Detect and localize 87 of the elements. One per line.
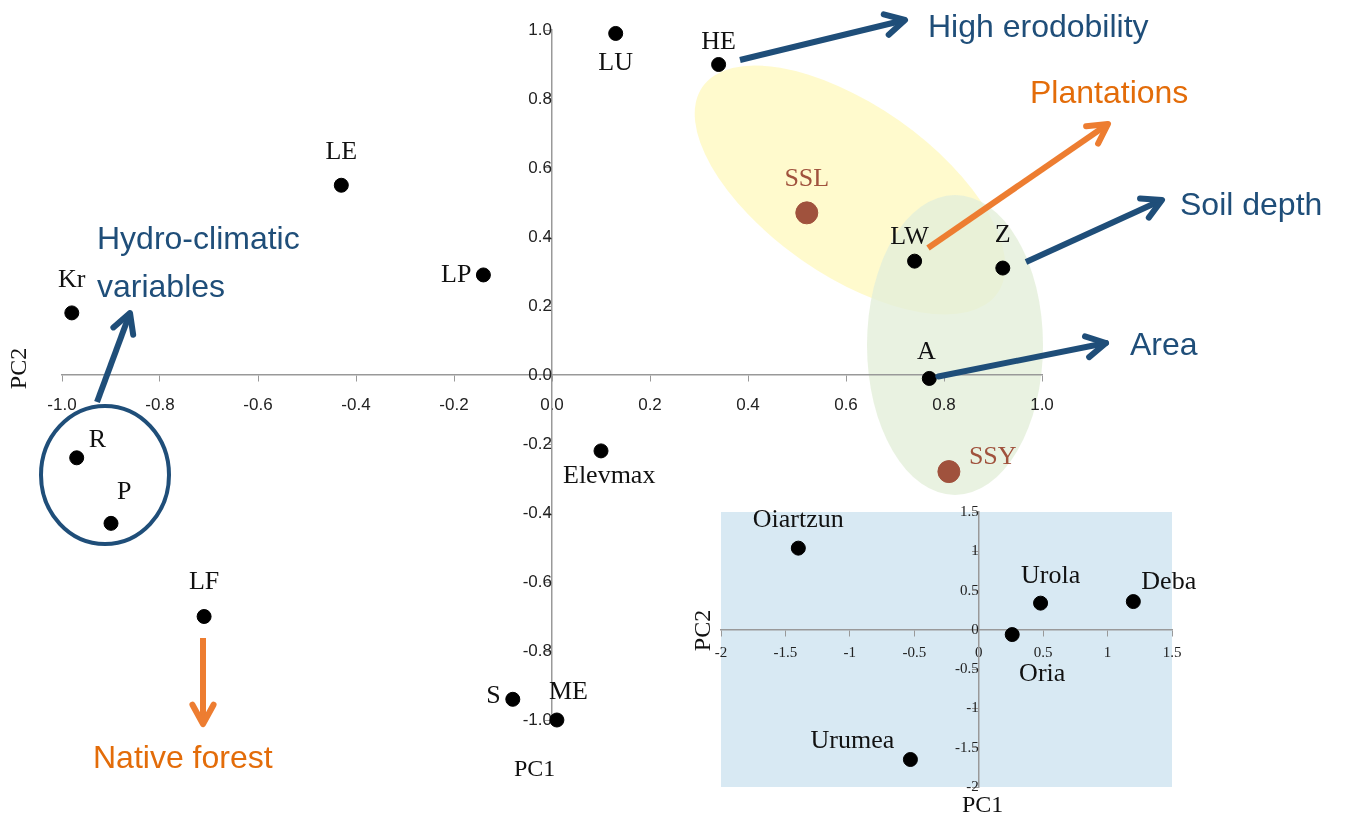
point <box>69 450 85 466</box>
point <box>1004 627 1020 643</box>
point <box>593 443 609 459</box>
y-tick-label: 0.8 <box>528 88 552 108</box>
y-tick-label: -0.4 <box>522 502 552 522</box>
point <box>907 253 923 269</box>
x-tick-label: 0.6 <box>834 394 858 414</box>
y-tick-label: 1.0 <box>528 19 552 39</box>
x-tick-label: -2 <box>714 643 728 660</box>
x-tick-label: 1.5 <box>1162 643 1182 660</box>
x-tick-label: -0.2 <box>439 394 469 414</box>
x-tick-label: -0.6 <box>243 394 273 414</box>
y-tick-label: 1.5 <box>959 502 979 519</box>
y-tick-label: 1 <box>971 542 979 559</box>
x-tick-label: 0.8 <box>932 394 956 414</box>
x-tick-label: -1.0 <box>47 394 77 414</box>
series-label: Deba <box>1141 566 1197 596</box>
point <box>937 460 961 484</box>
point <box>64 305 80 321</box>
y-tick-label: -1.0 <box>522 709 552 729</box>
series-label: LW <box>890 220 930 250</box>
series-label: Z <box>994 218 1011 248</box>
series-label: LF <box>188 566 220 596</box>
text: Native forest <box>93 738 273 777</box>
point <box>1125 594 1141 610</box>
x-tick-label: -0.5 <box>902 643 927 660</box>
series-label: HE <box>701 26 736 56</box>
y-tick-label: 0.6 <box>528 157 552 177</box>
y-axis-title: PC2 <box>5 347 33 390</box>
x-tick-label: 1.0 <box>1030 394 1054 414</box>
series-label: LP <box>441 258 472 288</box>
series-label: Urumea <box>810 725 895 755</box>
series-label: S <box>486 680 501 710</box>
x-tick-label: -1 <box>843 643 857 660</box>
series-label: LE <box>325 136 358 166</box>
text: Soil depth <box>1180 185 1323 224</box>
y-tick-label: -1 <box>966 699 979 716</box>
annotation: Hydro-climatic variables <box>97 219 301 306</box>
y-tick-label: 0.2 <box>528 295 552 315</box>
x-tick-label: 1 <box>1103 643 1112 660</box>
y-tick-label: -0.5 <box>954 660 979 677</box>
series-label: A <box>916 336 936 366</box>
x-tick-label: 0.5 <box>1033 643 1053 660</box>
y-tick-label: -0.6 <box>522 571 552 591</box>
point <box>333 177 349 193</box>
y-tick-label: 0.5 <box>959 581 979 598</box>
point <box>196 609 212 624</box>
series-label: SSL <box>784 162 830 192</box>
annotation: Area <box>1130 325 1198 364</box>
y-tick-label: -0.2 <box>522 433 552 453</box>
series-label: SSY <box>968 441 1017 471</box>
y-tick-label: -2 <box>966 777 979 794</box>
series-label: Kr <box>58 263 86 293</box>
x-tick-label: -1.5 <box>773 643 798 660</box>
annotation: Plantations <box>1030 73 1189 112</box>
point <box>103 515 119 531</box>
x-tick-label: 0.4 <box>736 394 760 414</box>
point <box>505 691 521 707</box>
point <box>921 370 937 386</box>
series-label: ME <box>548 675 588 705</box>
annotation: High erodobility <box>928 7 1149 46</box>
series-label: P <box>117 476 132 506</box>
series-label: LU <box>598 47 634 77</box>
point <box>549 712 565 728</box>
x-tick-label: -0.8 <box>145 394 175 414</box>
x-tick-label: 0.2 <box>638 394 662 414</box>
x-axis-title: PC1 <box>514 755 556 782</box>
point <box>1033 595 1049 611</box>
y-tick-label: 0.4 <box>528 226 552 246</box>
x-axis-title: PC1 <box>962 791 1004 818</box>
point <box>711 57 727 72</box>
point <box>995 260 1011 276</box>
y-tick-label: 0 <box>971 620 979 637</box>
point <box>475 267 491 283</box>
point <box>608 25 624 41</box>
y-axis-title: PC2 <box>689 609 716 652</box>
y-tick-label: 0.0 <box>528 364 552 384</box>
series-label: Oria <box>1019 658 1066 688</box>
point <box>790 540 806 556</box>
point <box>795 201 819 225</box>
series-label: Oiartzun <box>752 503 844 533</box>
series-label: Elevmax <box>563 459 656 489</box>
point <box>902 752 918 767</box>
series-label: R <box>88 423 107 453</box>
x-tick-label: -0.4 <box>341 394 371 414</box>
series-label: Urola <box>1020 559 1081 589</box>
y-tick-label: -1.5 <box>954 738 979 755</box>
